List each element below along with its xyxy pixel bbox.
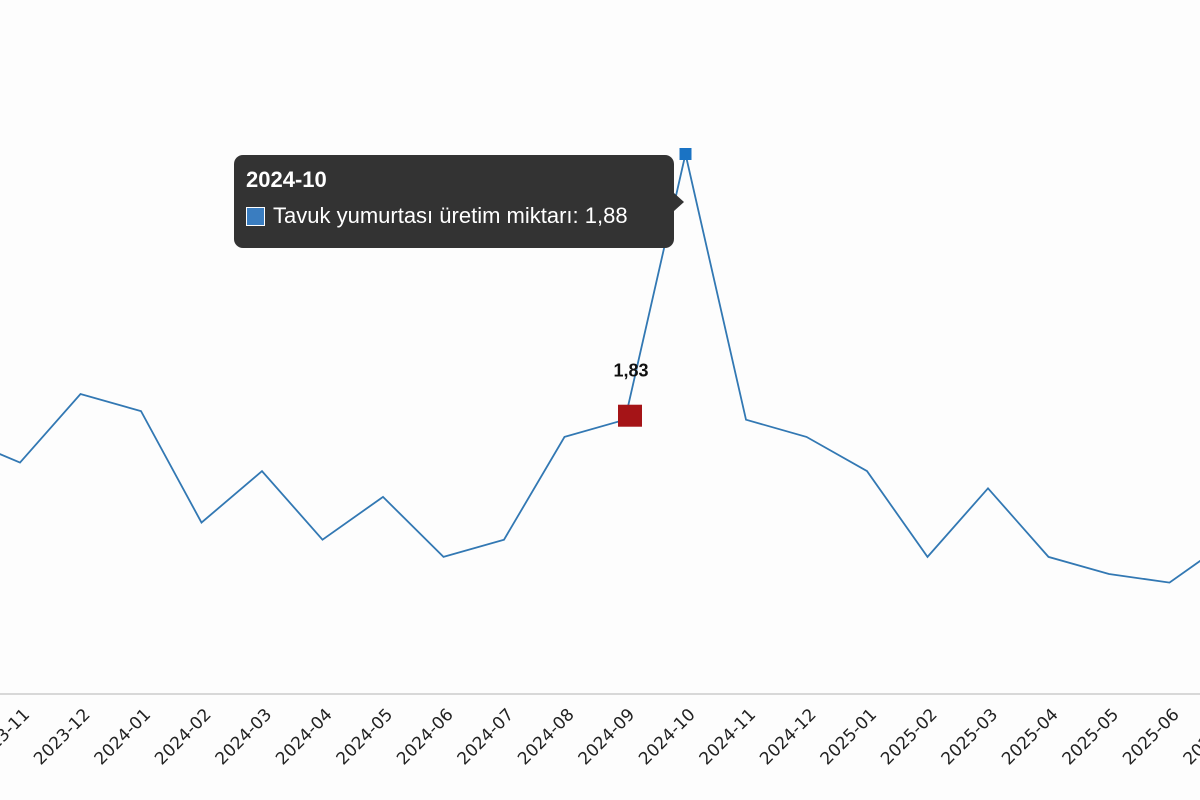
highlighted-point[interactable]	[679, 148, 692, 160]
annotation-marker	[618, 404, 642, 427]
tooltip-separator: :	[572, 203, 585, 228]
tooltip-series-row: Tavuk yumurtası üretim miktarı: 1,88	[246, 203, 662, 229]
tooltip-caret	[674, 193, 684, 211]
annotation-label: 1,83	[613, 361, 648, 381]
marker-layer	[679, 148, 692, 160]
data-tooltip: 2024-10 Tavuk yumurtası üretim miktarı: …	[234, 155, 684, 248]
tooltip-series-swatch	[246, 206, 265, 226]
tooltip-series-label: Tavuk yumurtası üretim miktarı	[273, 203, 573, 228]
tooltip-value: 1,88	[584, 203, 628, 228]
tooltip-title: 2024-10	[246, 167, 327, 192]
series-line[interactable]	[0, 153, 1200, 584]
series-layer	[0, 153, 1200, 584]
